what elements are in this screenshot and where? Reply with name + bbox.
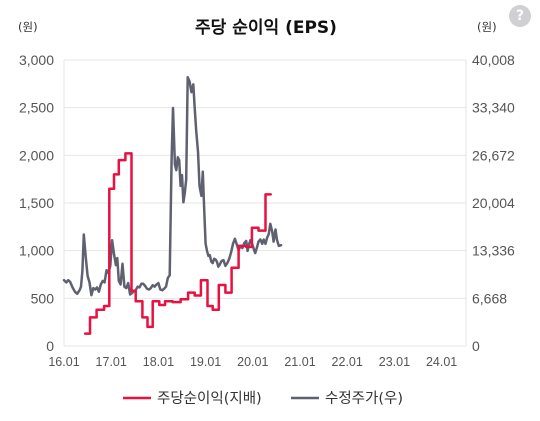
x-tick-label: 21.01: [284, 355, 315, 369]
chart-title: 주당 순이익 (EPS): [195, 18, 337, 38]
eps-series-line: [83, 152, 272, 335]
x-tick-label: 17.01: [96, 355, 127, 369]
left-tick-label: 0: [46, 338, 54, 354]
x-tick-label: 24.01: [426, 355, 457, 369]
x-tick-label: 22.01: [332, 355, 363, 369]
right-axis: 0 6,668 13,336 20,004 26,672 33,340 40,008: [472, 52, 515, 354]
price-series-line: [62, 75, 283, 297]
right-axis-unit: (원): [477, 20, 497, 34]
left-tick-label: 500: [31, 290, 55, 306]
x-tick-label: 18.01: [143, 355, 174, 369]
right-tick-label: 33,340: [472, 100, 515, 116]
right-tick-label: 6,668: [472, 290, 507, 306]
right-tick-label: 20,004: [472, 195, 515, 211]
left-axis: 0 500 1,000 1,500 2,000 2,500 3,000: [19, 52, 54, 354]
left-tick-label: 1,500: [19, 195, 54, 211]
x-tick-label: 19.01: [190, 355, 221, 369]
legend-label-price: 수정주가(우): [325, 390, 403, 407]
right-tick-label: 40,008: [472, 52, 515, 68]
x-tick-label: 16.01: [48, 355, 79, 369]
legend-label-eps: 주당순이익(지배): [157, 390, 262, 407]
left-tick-label: 1,000: [19, 243, 54, 259]
series-lines: [62, 75, 283, 335]
x-tick-label: 20.01: [237, 355, 268, 369]
left-tick-label: 3,000: [19, 52, 54, 68]
right-tick-label: 13,336: [472, 243, 515, 259]
left-tick-label: 2,000: [19, 147, 54, 163]
help-icon[interactable]: ?: [509, 5, 531, 27]
x-axis: 16.01 17.01 18.01 19.01 20.01 21.01 22.01 23.01…: [48, 355, 457, 369]
right-tick-label: 0: [472, 338, 480, 354]
left-axis-unit: (원): [18, 20, 38, 34]
x-tick-label: 23.01: [379, 355, 410, 369]
right-tick-label: 26,672: [472, 147, 515, 163]
legend: 주당순이익(지배) 수정주가(우): [123, 390, 403, 407]
left-tick-label: 2,500: [19, 100, 54, 116]
